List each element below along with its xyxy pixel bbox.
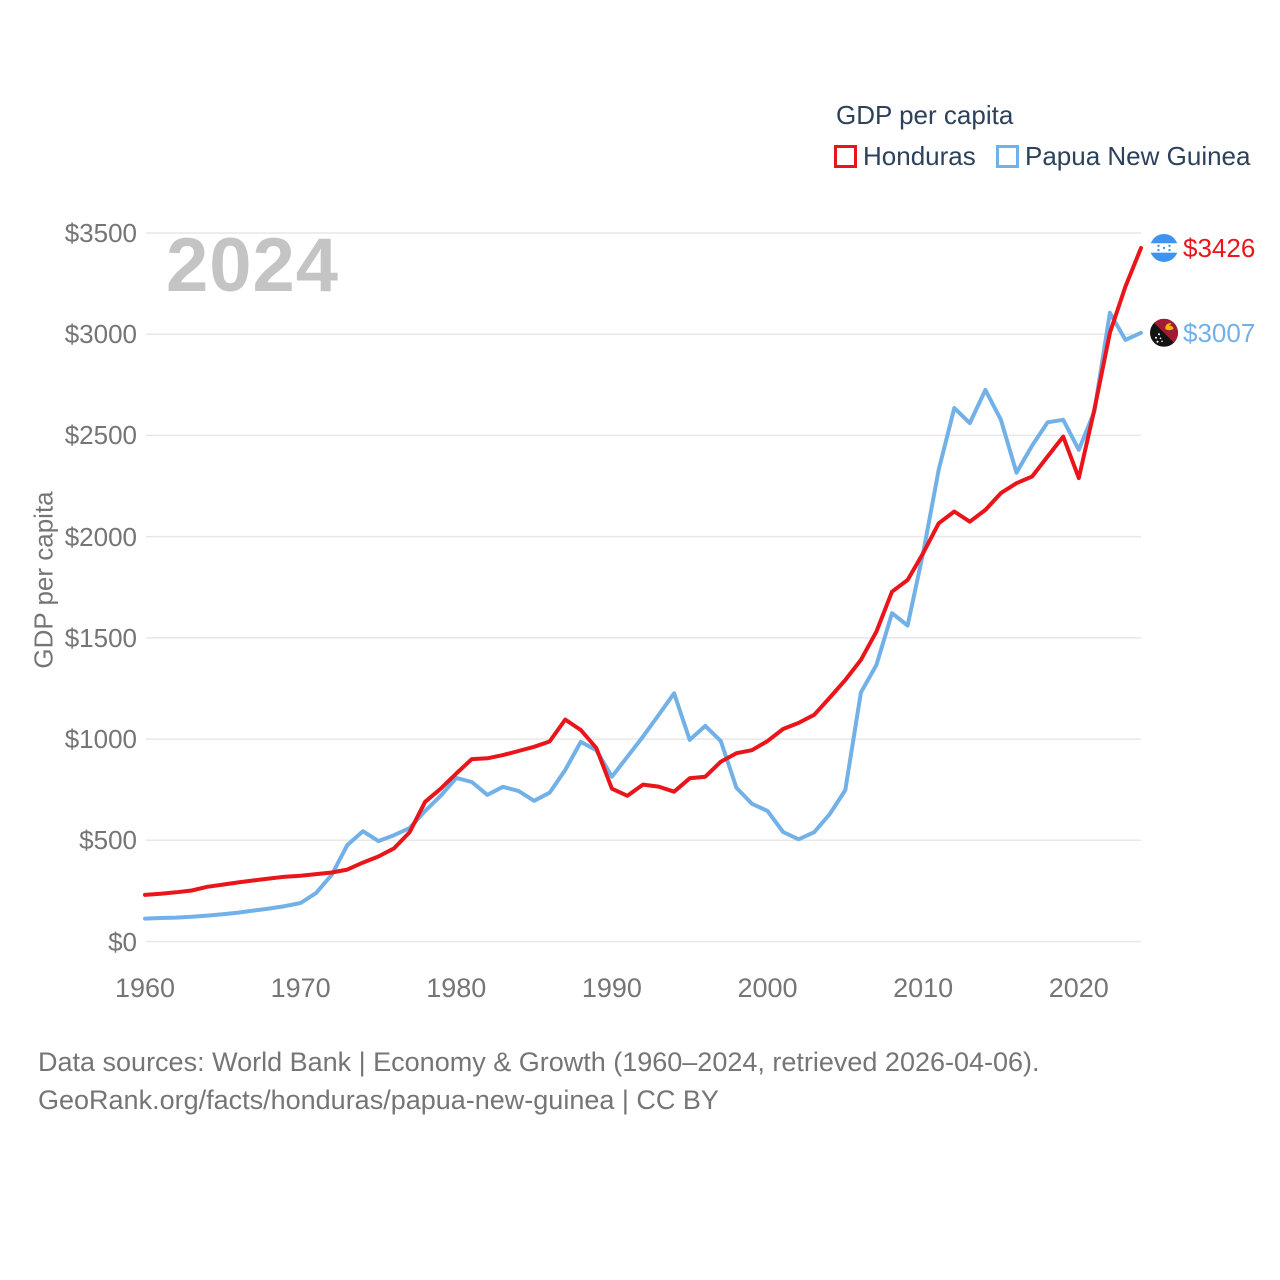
papua-new-guinea-end-value-label: $3007 xyxy=(1183,317,1256,348)
legend-label-honduras: Honduras xyxy=(863,141,976,171)
y-tick-label: $2000 xyxy=(64,521,137,552)
honduras-end-value-label: $3426 xyxy=(1183,232,1256,263)
x-tick-label: 1980 xyxy=(426,973,487,1003)
y-tick-label: $1000 xyxy=(64,724,137,755)
honduras-line xyxy=(143,246,1143,897)
legend-title: GDP per capita xyxy=(836,100,1014,130)
honduras-series-swatch xyxy=(834,145,857,168)
legend-item-papua-new-guinea[interactable]: Papua New Guinea xyxy=(996,141,1250,172)
series-lines xyxy=(143,246,1143,921)
x-tick-label: 1960 xyxy=(114,973,176,1003)
x-tick-label: 1970 xyxy=(270,973,331,1003)
papua-new-guinea-series-swatch xyxy=(996,145,1019,168)
x-tick-label: 2000 xyxy=(737,973,798,1003)
source-line-2: GeoRank.org/facts/honduras/papua-new-gui… xyxy=(38,1085,719,1115)
year-watermark: 2024 xyxy=(166,223,340,308)
x-tick-label: 2010 xyxy=(893,973,954,1003)
y-tick-label: $0 xyxy=(108,926,137,957)
x-tick-label: 1990 xyxy=(581,973,642,1003)
y-tick-label: $3000 xyxy=(64,319,137,350)
papua-new-guinea-line xyxy=(143,310,1143,921)
y-tick-label: $1500 xyxy=(64,622,137,653)
line-chart-canvas xyxy=(143,232,1178,943)
x-tick-label: 2020 xyxy=(1048,973,1109,1003)
legend-item-honduras[interactable]: Honduras xyxy=(834,141,976,172)
papua-new-guinea-flag-icon xyxy=(1150,318,1178,347)
legend-label-papua-new-guinea: Papua New Guinea xyxy=(1025,141,1251,171)
source-line-1: Data sources: World Bank | Economy & Gro… xyxy=(38,1047,1040,1077)
honduras-flag-icon xyxy=(1150,233,1178,262)
y-tick-label: $500 xyxy=(79,825,137,856)
y-tick-label: $2500 xyxy=(64,420,137,451)
y-tick-label: $3500 xyxy=(64,218,137,248)
gridlines xyxy=(146,232,1141,943)
source-attribution: Data sources: World Bank | Economy & Gro… xyxy=(38,1043,1040,1119)
